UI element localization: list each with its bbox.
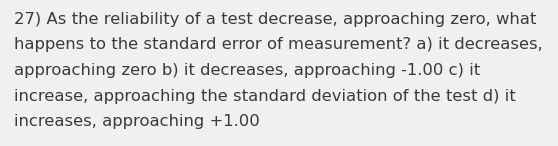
Text: 27) As the reliability of a test decrease, approaching zero, what: 27) As the reliability of a test decreas… (14, 12, 536, 27)
Text: increase, approaching the standard deviation of the test d) it: increase, approaching the standard devia… (14, 88, 516, 104)
Text: happens to the standard error of measurement? a) it decreases,: happens to the standard error of measure… (14, 38, 543, 53)
Text: increases, approaching +1.00: increases, approaching +1.00 (14, 114, 260, 129)
Text: approaching zero b) it decreases, approaching -1.00 c) it: approaching zero b) it decreases, approa… (14, 63, 480, 78)
